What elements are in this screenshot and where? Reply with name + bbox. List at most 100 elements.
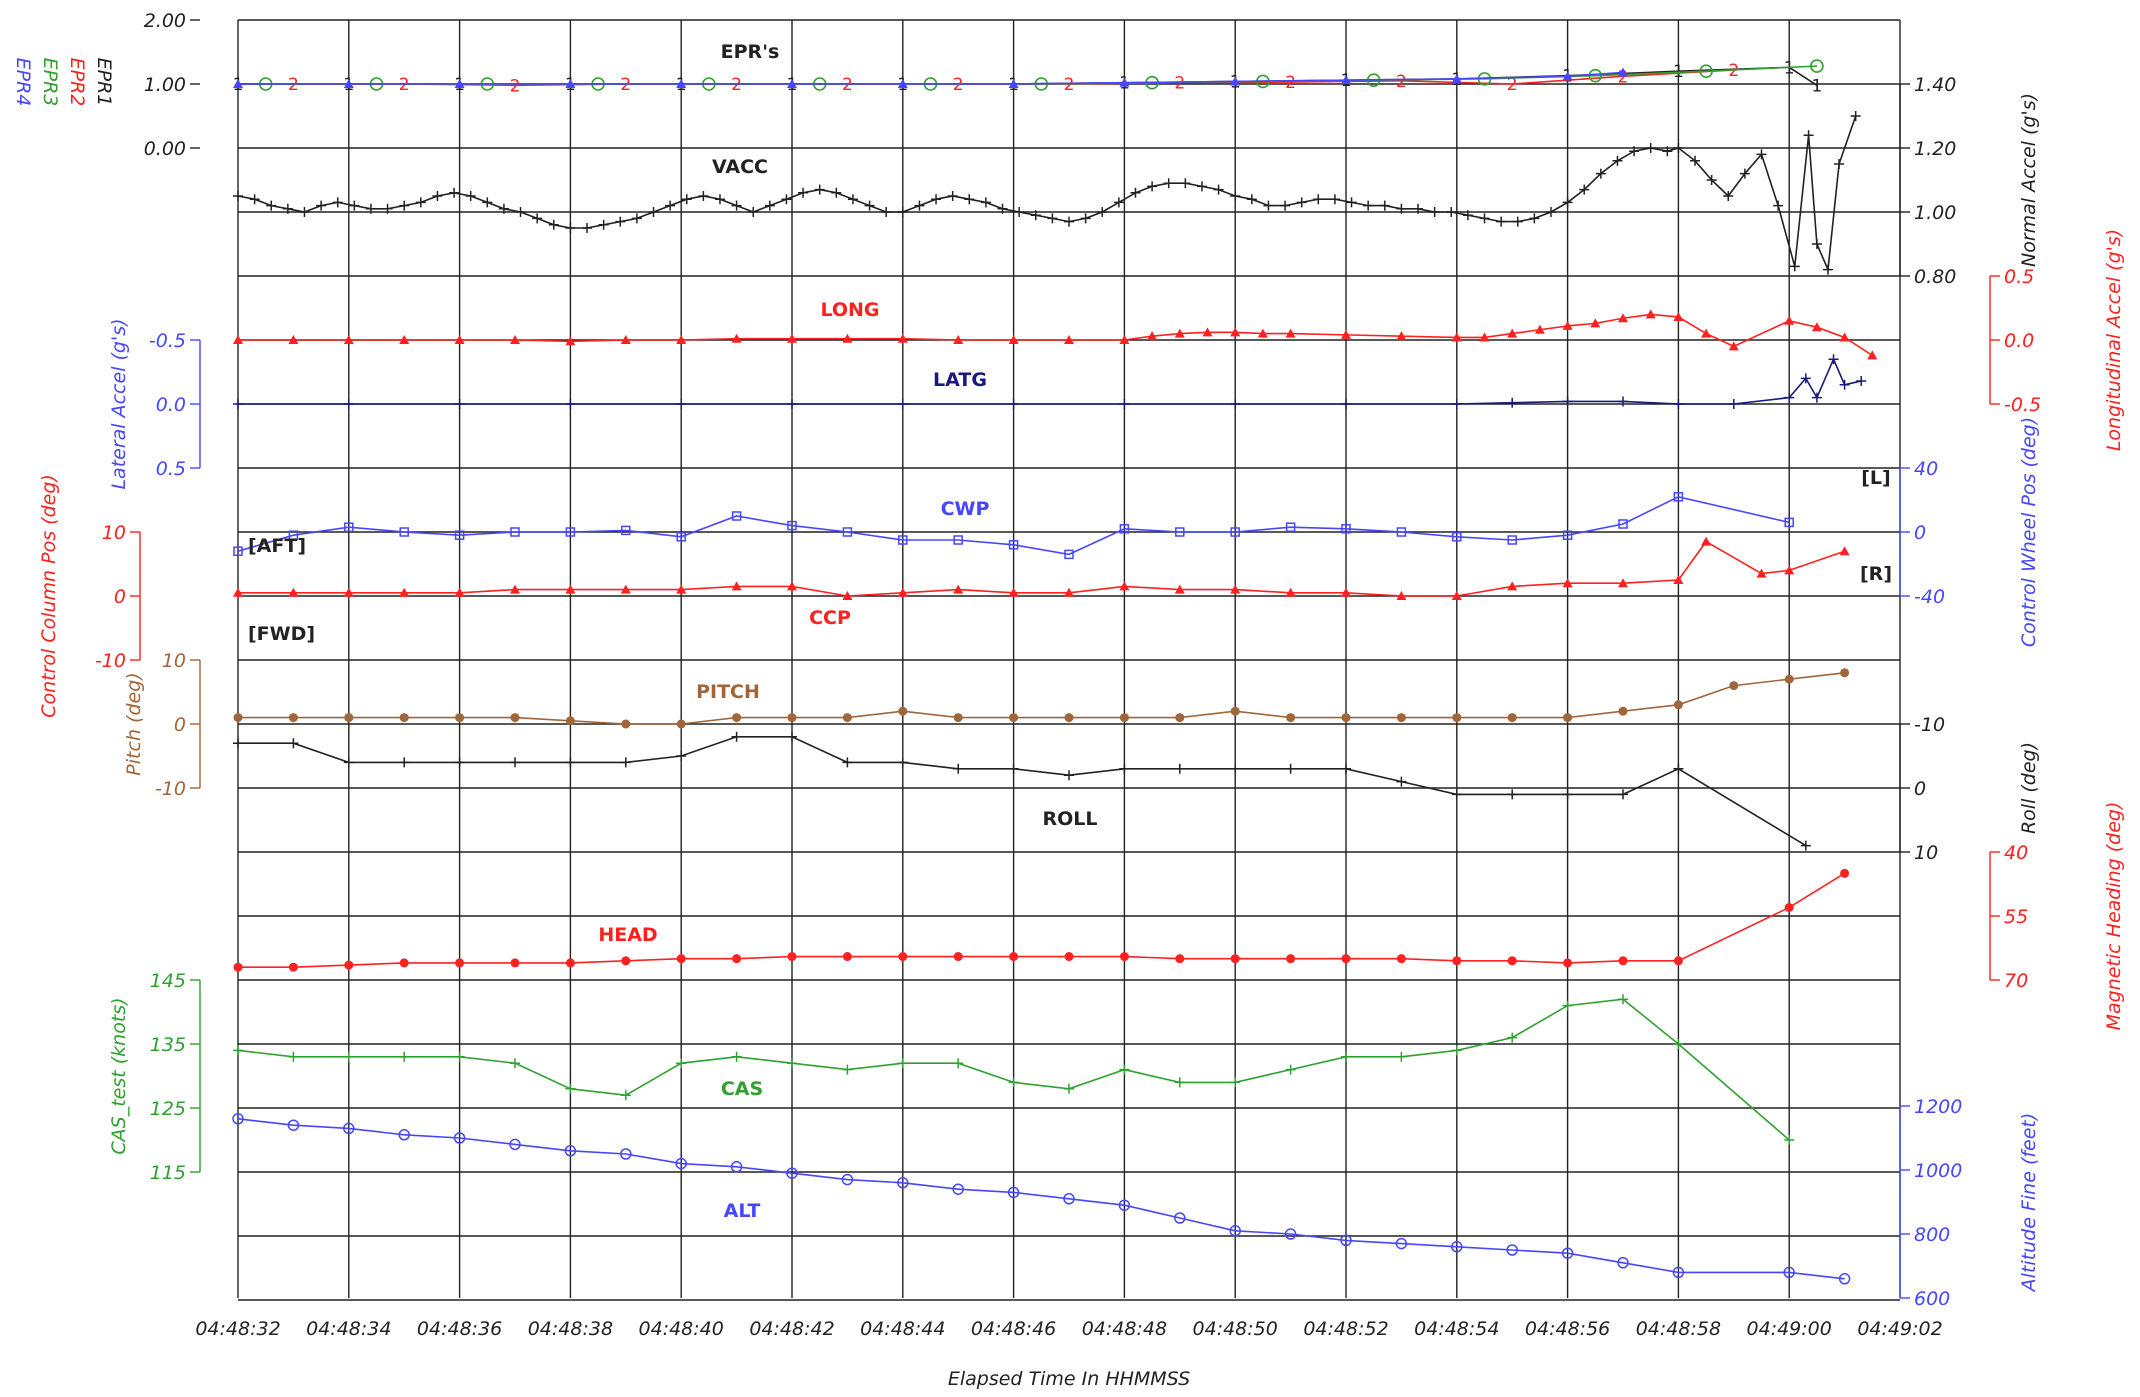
- vacc-point: [1080, 213, 1091, 224]
- alt-point: [675, 1157, 687, 1170]
- long-line: [238, 313, 1873, 357]
- vacc-point: [249, 194, 260, 205]
- epr1-point: 1: [1784, 58, 1795, 78]
- roll-point: [787, 731, 797, 742]
- epr4-point: [1341, 75, 1351, 85]
- vacc-point: [1446, 207, 1457, 217]
- cwp-point: [1452, 532, 1462, 542]
- epr2-point: 2: [1285, 73, 1296, 93]
- vacc-point: [1047, 213, 1058, 224]
- ccp-point: [1618, 578, 1628, 588]
- long-point: [1119, 335, 1130, 344]
- ccp-point: [1756, 568, 1767, 578]
- vacc-point: [1280, 200, 1291, 211]
- roll-point: [1451, 789, 1462, 800]
- epr4-point: [454, 79, 465, 88]
- roll-point: [1562, 789, 1573, 800]
- cwp-point: [787, 520, 797, 531]
- y-tick-label: 115: [150, 1162, 186, 1184]
- latg-point: [1800, 373, 1811, 384]
- epr4-point: [565, 79, 576, 88]
- x-tick-label: 04:48:56: [1525, 1318, 1610, 1340]
- epr4-point: [1451, 73, 1462, 83]
- annotation-label: [AFT]: [248, 535, 306, 557]
- series-head: [233, 868, 1850, 972]
- vacc-point: [881, 207, 892, 217]
- x-tick-label: 04:48:36: [417, 1318, 502, 1340]
- cwp-point: [1064, 549, 1074, 560]
- alt-point: [952, 1183, 964, 1195]
- ccp-point: [620, 584, 631, 594]
- long-point: [288, 335, 299, 344]
- y-tick-label: 125: [150, 1098, 186, 1120]
- roll-point: [1396, 776, 1407, 787]
- vacc-point: [864, 200, 875, 211]
- pitch-point: [1507, 713, 1517, 723]
- vacc-point: [498, 203, 509, 214]
- alt-point: [897, 1177, 909, 1189]
- ccp-point: [1230, 584, 1241, 594]
- cas-point: [565, 1083, 576, 1094]
- ccp-point: [1396, 591, 1407, 600]
- roll-point: [233, 738, 243, 749]
- head-point: [1840, 868, 1850, 878]
- latg-point: [1451, 399, 1462, 409]
- latg-point: [1618, 396, 1628, 407]
- pitch-point: [1784, 674, 1794, 684]
- epr3-point: [1588, 68, 1603, 83]
- latg-point: [1507, 397, 1518, 408]
- legend-entry: EPR2: [66, 58, 88, 107]
- vacc-point: [1097, 207, 1108, 217]
- epr1-point: 1: [1811, 76, 1822, 96]
- vacc-point: [831, 187, 842, 198]
- vacc-point: [1313, 194, 1324, 205]
- cwp-line: [237, 495, 1790, 556]
- vacc-point: [1529, 213, 1540, 224]
- cwp-point: [898, 535, 908, 545]
- vacc-point: [1496, 216, 1507, 227]
- latg-point: [1341, 399, 1351, 409]
- vacc-point: [897, 207, 908, 217]
- vacc-point: [432, 191, 443, 201]
- head-point: [1673, 956, 1683, 966]
- cas-line: [237, 998, 1790, 1141]
- ccp-point: [897, 587, 908, 597]
- latg-point: [1828, 354, 1839, 365]
- ccp-point: [953, 584, 964, 594]
- y-tick-label: 10: [162, 650, 186, 672]
- alt-point: [1617, 1257, 1629, 1269]
- latg-point: [1230, 399, 1241, 409]
- cas-point: [787, 1058, 797, 1069]
- pitch-point: [1673, 700, 1683, 710]
- cwp-point: [1784, 517, 1794, 528]
- roll-point: [399, 757, 410, 768]
- epr2-point: 2: [1396, 72, 1407, 92]
- alt-point: [1174, 1212, 1186, 1224]
- y-axis-title: Longitudinal Accel (g's): [2103, 229, 2125, 451]
- epr2-point: 2: [1618, 67, 1629, 87]
- vacc-point: [1147, 181, 1158, 192]
- epr4-line: [238, 71, 1624, 85]
- ccp-point: [288, 587, 299, 597]
- vacc-point: [814, 184, 825, 195]
- roll-point: [1673, 763, 1684, 774]
- vacc-point: [1662, 146, 1673, 157]
- vacc-point: [1246, 194, 1257, 205]
- series-cas: [233, 994, 1795, 1145]
- roll-point: [565, 757, 576, 768]
- latg-point: [454, 399, 465, 409]
- vacc-point: [1690, 155, 1701, 166]
- vacc-point: [1130, 187, 1141, 198]
- alt-point: [730, 1161, 743, 1173]
- y-tick-label: 40: [2004, 842, 2028, 864]
- x-tick-label: 04:49:00: [1747, 1318, 1832, 1340]
- x-tick-label: 04:48:46: [971, 1318, 1056, 1340]
- roll-point: [731, 731, 742, 742]
- vacc-point: [1479, 213, 1490, 224]
- series-eprs: 111111111111111122222222222222: [233, 58, 1824, 96]
- latg-point: [897, 399, 908, 409]
- long-point: [1701, 328, 1712, 338]
- cwp-point: [399, 527, 409, 537]
